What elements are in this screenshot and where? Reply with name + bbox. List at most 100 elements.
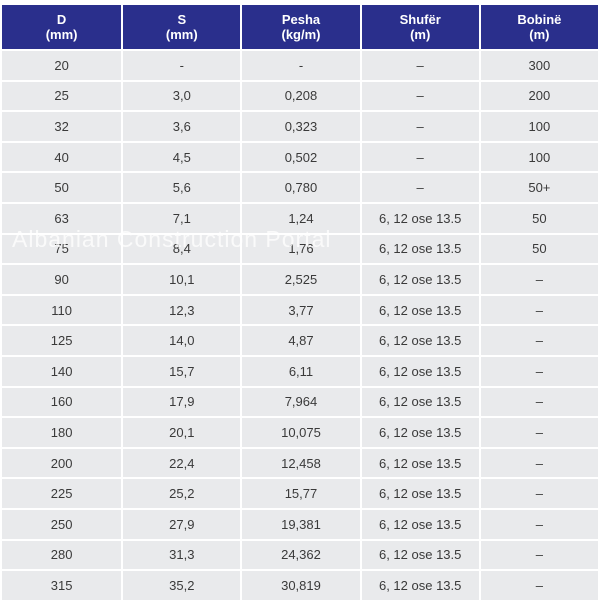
header-rod: Shufër (m) xyxy=(361,5,479,49)
cell-diameter: 125 xyxy=(2,326,122,355)
cell-weight: 0,502 xyxy=(242,142,360,172)
cell-weight: 19,381 xyxy=(242,509,360,539)
cell-coil: 100 xyxy=(480,142,598,172)
header-label: Shufër xyxy=(399,12,441,27)
table-row: 160 17,9 7,964 6, 12 ose 13.5– xyxy=(2,387,598,417)
cell-diameter: 250 xyxy=(2,509,122,539)
cell-thickness: 31,3 xyxy=(123,540,241,570)
cell-coil: – xyxy=(480,509,598,539)
cell-thickness: 14,0 xyxy=(123,326,241,355)
cell-weight: 0,208 xyxy=(242,81,360,111)
cell-rod: 6, 12 ose 13.5 xyxy=(361,295,479,325)
table-row: 32 3,6 0,323–100 xyxy=(2,112,598,141)
table-row: 110 12,3 3,77 6, 12 ose 13.5– xyxy=(2,295,598,325)
cell-rod: 6, 12 ose 13.5 xyxy=(361,509,479,539)
cell-coil: – xyxy=(480,326,598,355)
cell-weight: 30,819 xyxy=(242,571,360,600)
cell-diameter: 200 xyxy=(2,448,122,478)
cell-diameter: 225 xyxy=(2,479,122,508)
cell-weight: 3,77 xyxy=(242,295,360,325)
table-row: 90 10,1 2,525 6, 12 ose 13.5– xyxy=(2,265,598,294)
cell-diameter: 75 xyxy=(2,234,122,264)
header-thickness: S (mm) xyxy=(123,5,241,49)
table-row: 25 3,0 0,208–200 xyxy=(2,81,598,111)
cell-weight: 10,075 xyxy=(242,418,360,447)
cell-diameter: 40 xyxy=(2,142,122,172)
cell-diameter: 140 xyxy=(2,356,122,386)
cell-rod: – xyxy=(361,142,479,172)
header-unit: (kg/m) xyxy=(281,27,321,42)
cell-rod: 6, 12 ose 13.5 xyxy=(361,203,479,233)
cell-coil: 300 xyxy=(480,51,598,80)
header-unit: (mm) xyxy=(165,27,198,42)
cell-weight: 2,525 xyxy=(242,265,360,294)
table-row: 20- - –300 xyxy=(2,51,598,80)
table-row: 40 4,5 0,502–100 xyxy=(2,142,598,172)
cell-diameter: 90 xyxy=(2,265,122,294)
header-unit: (m) xyxy=(410,27,431,42)
header-unit: (m) xyxy=(529,27,550,42)
cell-weight: 1,24 xyxy=(242,203,360,233)
cell-thickness: 25,2 xyxy=(123,479,241,508)
cell-coil: – xyxy=(480,571,598,600)
cell-thickness: 17,9 xyxy=(123,387,241,417)
cell-weight: 12,458 xyxy=(242,448,360,478)
cell-coil: – xyxy=(480,387,598,417)
cell-diameter: 280 xyxy=(2,540,122,570)
cell-coil: 50 xyxy=(480,203,598,233)
cell-coil: – xyxy=(480,479,598,508)
cell-weight: 0,323 xyxy=(242,112,360,141)
table-row: 315 35,2 30,819 6, 12 ose 13.5– xyxy=(2,571,598,600)
cell-weight: 6,11 xyxy=(242,356,360,386)
cell-weight: 1,76 xyxy=(242,234,360,264)
header-weight: Pesha (kg/m) xyxy=(242,5,360,49)
cell-diameter: 63 xyxy=(2,203,122,233)
header-label: Pesha xyxy=(281,12,321,27)
cell-thickness: 27,9 xyxy=(123,509,241,539)
cell-coil: – xyxy=(480,448,598,478)
header-row: D (mm) S (mm) Pesha (kg/m) Shufër (m) Bo… xyxy=(2,5,598,49)
cell-thickness: 35,2 xyxy=(123,571,241,600)
table-body: 20- - –300 25 3,0 0,208–200 32 3,6 0,323–100 40 4,… xyxy=(2,51,598,600)
cell-coil: – xyxy=(480,265,598,294)
cell-weight: 24,362 xyxy=(242,540,360,570)
cell-coil: 100 xyxy=(480,112,598,141)
cell-diameter: 50 xyxy=(2,173,122,202)
cell-thickness: - xyxy=(123,51,241,80)
cell-coil: – xyxy=(480,540,598,570)
cell-diameter: 110 xyxy=(2,295,122,325)
table-row: 75 8,4 1,76 6, 12 ose 13.5 50 xyxy=(2,234,598,264)
table-row: 140 15,7 6,11 6, 12 ose 13.5– xyxy=(2,356,598,386)
cell-thickness: 3,0 xyxy=(123,81,241,111)
cell-thickness: 4,5 xyxy=(123,142,241,172)
table-row: 250 27,9 19,381 6, 12 ose 13.5– xyxy=(2,509,598,539)
cell-coil: – xyxy=(480,356,598,386)
cell-rod: 6, 12 ose 13.5 xyxy=(361,234,479,264)
cell-coil: 50+ xyxy=(480,173,598,202)
cell-rod: 6, 12 ose 13.5 xyxy=(361,326,479,355)
cell-thickness: 12,3 xyxy=(123,295,241,325)
cell-weight: 0,780 xyxy=(242,173,360,202)
cell-rod: – xyxy=(361,81,479,111)
cell-thickness: 10,1 xyxy=(123,265,241,294)
cell-rod: – xyxy=(361,112,479,141)
header-label: Bobinë xyxy=(517,12,562,27)
cell-weight: - xyxy=(242,51,360,80)
cell-rod: 6, 12 ose 13.5 xyxy=(361,540,479,570)
cell-weight: 15,77 xyxy=(242,479,360,508)
cell-weight: 7,964 xyxy=(242,387,360,417)
cell-rod: 6, 12 ose 13.5 xyxy=(361,571,479,600)
cell-rod: – xyxy=(361,173,479,202)
header-diameter: D (mm) xyxy=(2,5,122,49)
table-row: 180 20,1 10,075 6, 12 ose 13.5– xyxy=(2,418,598,447)
cell-coil: 50 xyxy=(480,234,598,264)
cell-diameter: 180 xyxy=(2,418,122,447)
table-row: 63 7,1 1,24 6, 12 ose 13.5 50 xyxy=(2,203,598,233)
cell-rod: 6, 12 ose 13.5 xyxy=(361,387,479,417)
table-row: 200 22,4 12,458 6, 12 ose 13.5– xyxy=(2,448,598,478)
pipe-spec-table: D (mm) S (mm) Pesha (kg/m) Shufër (m) Bo… xyxy=(0,3,600,602)
table-header: D (mm) S (mm) Pesha (kg/m) Shufër (m) Bo… xyxy=(2,5,598,49)
cell-rod: 6, 12 ose 13.5 xyxy=(361,356,479,386)
cell-rod: – xyxy=(361,51,479,80)
cell-thickness: 3,6 xyxy=(123,112,241,141)
